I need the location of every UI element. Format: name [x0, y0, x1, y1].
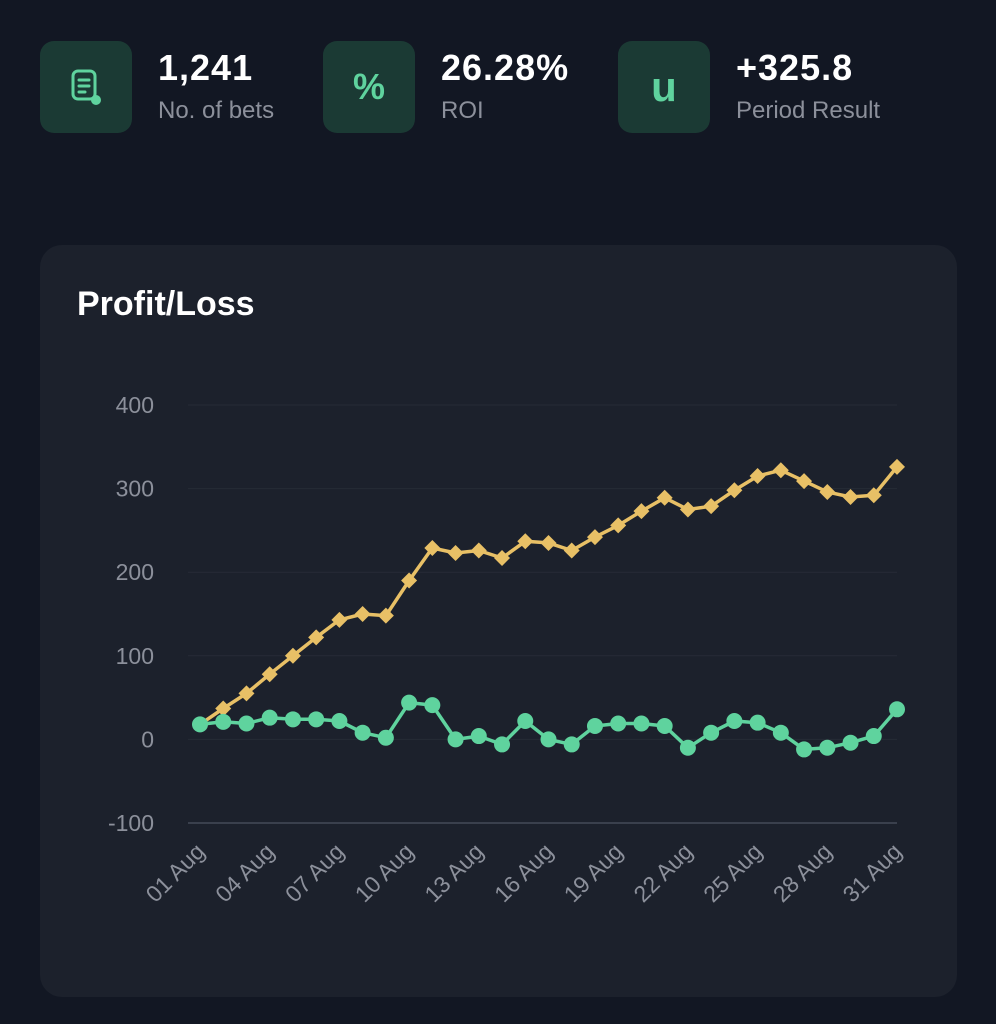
- stat-value: 26.28%: [441, 47, 570, 88]
- data-point[interactable]: [447, 544, 464, 561]
- data-point[interactable]: [586, 529, 603, 546]
- data-point[interactable]: [424, 697, 441, 714]
- x-tick-label: 16 Aug: [489, 838, 558, 907]
- data-point[interactable]: [842, 734, 859, 751]
- data-point[interactable]: [215, 713, 232, 730]
- data-point[interactable]: [889, 458, 905, 475]
- data-point[interactable]: [656, 489, 673, 506]
- y-tick-label: 100: [116, 643, 154, 669]
- data-point[interactable]: [494, 549, 511, 566]
- x-tick-label: 22 Aug: [628, 838, 697, 907]
- y-tick-label: 400: [116, 392, 154, 418]
- data-point[interactable]: [679, 739, 696, 756]
- data-point[interactable]: [679, 501, 696, 518]
- stat-value: 1,241: [158, 47, 254, 88]
- document-list-icon: [40, 41, 132, 133]
- chart-title: Profit/Loss: [77, 285, 255, 323]
- data-point[interactable]: [354, 724, 371, 741]
- data-point[interactable]: [865, 728, 882, 745]
- stats-row: 1,241 No. of bets % 26.28% ROI u +325.8 …: [0, 0, 996, 170]
- data-point[interactable]: [354, 606, 371, 622]
- data-point[interactable]: [633, 715, 650, 732]
- x-tick-label: 31 Aug: [837, 838, 906, 907]
- percent-icon: %: [323, 41, 415, 133]
- x-tick-label: 10 Aug: [350, 838, 419, 907]
- stat-label: No. of bets: [158, 97, 275, 124]
- data-point[interactable]: [772, 724, 789, 741]
- data-point[interactable]: [238, 715, 255, 732]
- data-point[interactable]: [261, 666, 278, 683]
- data-point[interactable]: [308, 629, 325, 646]
- data-point[interactable]: [656, 718, 673, 735]
- data-point[interactable]: [819, 483, 836, 500]
- data-point[interactable]: [633, 503, 650, 520]
- units-icon: u: [618, 41, 710, 133]
- data-point[interactable]: [331, 611, 348, 628]
- y-tick-label: -100: [108, 810, 154, 836]
- y-tick-label: 0: [141, 726, 154, 752]
- data-point[interactable]: [563, 542, 580, 559]
- data-point[interactable]: [819, 739, 836, 756]
- data-point[interactable]: [401, 694, 418, 711]
- data-point[interactable]: [610, 715, 627, 732]
- data-point[interactable]: [796, 473, 813, 490]
- data-point[interactable]: [238, 685, 255, 702]
- data-point[interactable]: [261, 709, 278, 726]
- data-point[interactable]: [377, 607, 394, 624]
- x-tick-label: 13 Aug: [419, 838, 488, 907]
- data-point[interactable]: [726, 713, 743, 730]
- data-point[interactable]: [749, 468, 766, 485]
- data-point[interactable]: [470, 542, 487, 559]
- data-point[interactable]: [749, 714, 766, 731]
- data-point[interactable]: [610, 517, 627, 534]
- x-tick-label: 01 Aug: [140, 838, 209, 907]
- data-point[interactable]: [308, 711, 325, 728]
- data-point[interactable]: [331, 713, 348, 730]
- data-point[interactable]: [494, 736, 511, 753]
- x-tick-label: 07 Aug: [280, 838, 349, 907]
- data-point[interactable]: [889, 701, 905, 718]
- data-point[interactable]: [192, 716, 208, 733]
- x-tick-label: 28 Aug: [768, 838, 837, 907]
- x-tick-label: 04 Aug: [210, 838, 279, 907]
- data-point[interactable]: [377, 729, 394, 746]
- data-point[interactable]: [703, 498, 720, 515]
- data-point[interactable]: [447, 731, 464, 748]
- data-point[interactable]: [470, 728, 487, 745]
- y-tick-label: 200: [116, 559, 154, 585]
- x-tick-label: 19 Aug: [559, 838, 628, 907]
- data-point[interactable]: [726, 482, 743, 499]
- data-point[interactable]: [842, 488, 859, 505]
- series-line-0: [199, 465, 899, 726]
- data-point[interactable]: [424, 539, 441, 556]
- data-point[interactable]: [215, 700, 232, 717]
- data-point[interactable]: [772, 462, 789, 479]
- data-point[interactable]: [517, 533, 534, 550]
- data-point[interactable]: [540, 534, 557, 551]
- data-point[interactable]: [284, 647, 301, 664]
- data-point[interactable]: [284, 711, 301, 728]
- data-point[interactable]: [796, 741, 813, 758]
- data-point[interactable]: [865, 487, 882, 504]
- profit-loss-card: Profit/Loss 400 300 200 100 0 -100 01 Aug 04 Au…: [40, 245, 957, 997]
- x-tick-label: 25 Aug: [698, 838, 767, 907]
- stat-value: +325.8: [736, 47, 854, 88]
- stat-label: ROI: [441, 97, 484, 124]
- stat-label: Period Result: [736, 97, 881, 124]
- data-point[interactable]: [540, 731, 557, 748]
- data-point[interactable]: [586, 718, 603, 735]
- data-point[interactable]: [517, 713, 534, 730]
- y-tick-label: 300: [116, 476, 154, 502]
- data-point[interactable]: [401, 572, 418, 589]
- data-point[interactable]: [563, 736, 580, 753]
- data-point[interactable]: [703, 724, 720, 741]
